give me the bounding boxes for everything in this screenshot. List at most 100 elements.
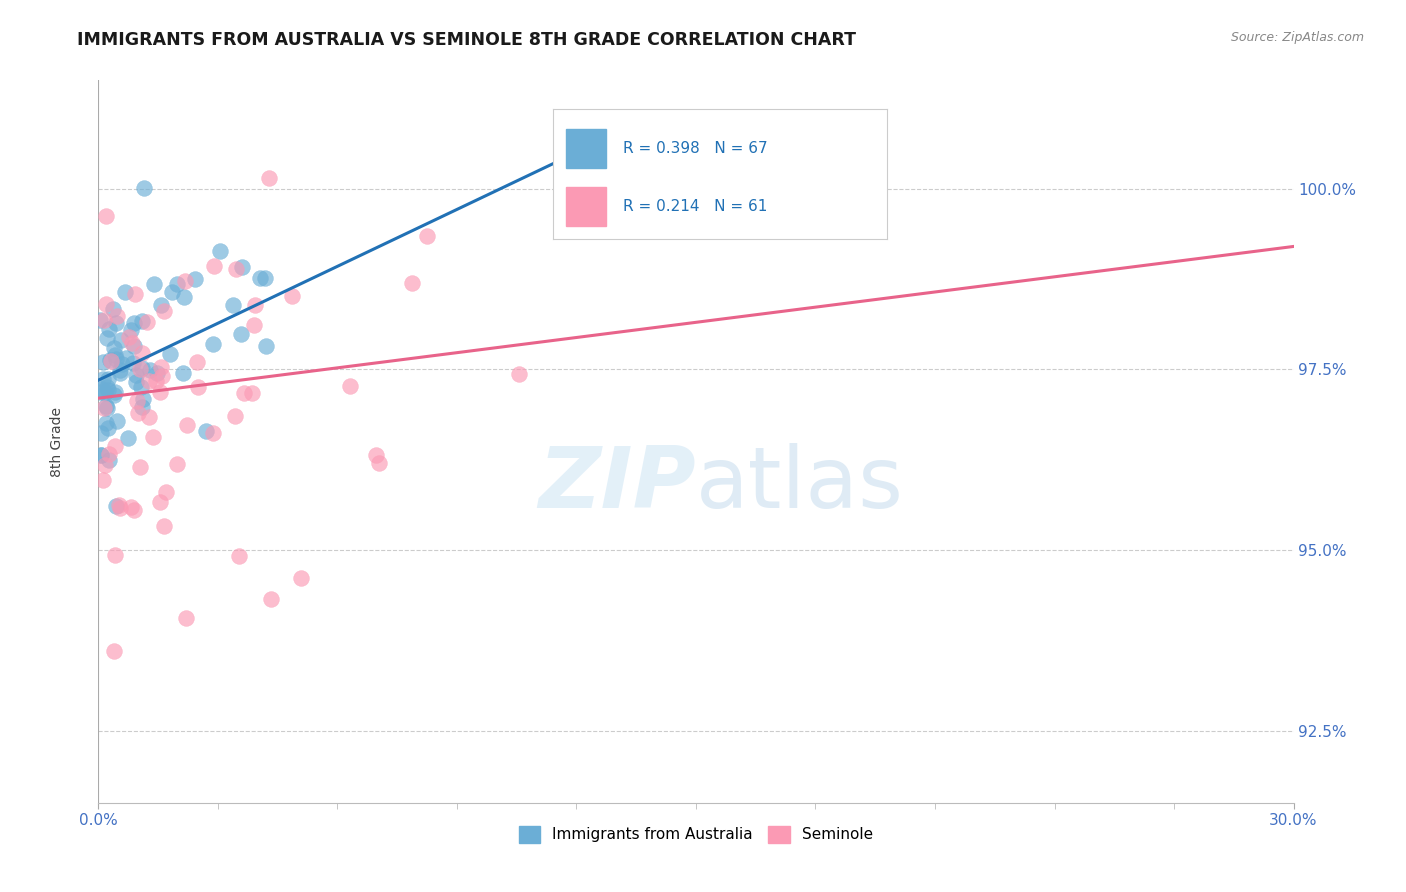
Point <box>142 430 165 444</box>
Point <box>91 372 114 386</box>
Point <box>173 290 195 304</box>
Point <box>254 339 277 353</box>
Point <box>225 262 247 277</box>
Point <box>103 388 125 402</box>
Point <box>105 499 128 513</box>
Point <box>160 285 183 300</box>
Point <box>114 285 136 299</box>
Text: 8th Grade: 8th Grade <box>49 407 63 476</box>
Point <box>150 298 173 312</box>
Point <box>94 416 117 430</box>
Point <box>146 366 169 380</box>
Point <box>172 366 194 380</box>
Text: Source: ZipAtlas.com: Source: ZipAtlas.com <box>1230 31 1364 45</box>
Point <box>128 362 150 376</box>
Point <box>280 289 302 303</box>
Point <box>415 229 437 244</box>
Point <box>94 399 117 413</box>
Point <box>96 331 118 345</box>
Point <box>174 274 197 288</box>
Point <box>122 356 145 370</box>
Point <box>94 209 117 223</box>
Point <box>105 414 128 428</box>
Point <box>166 277 188 291</box>
Point <box>94 297 117 311</box>
Point <box>149 384 172 399</box>
Point <box>98 322 121 336</box>
Point <box>104 351 127 366</box>
Point <box>108 500 131 515</box>
Point <box>100 354 122 368</box>
Point <box>155 484 177 499</box>
Point <box>183 271 205 285</box>
Point <box>108 498 131 512</box>
Point <box>243 298 266 312</box>
Point <box>122 503 145 517</box>
Point <box>104 348 127 362</box>
Point <box>153 519 176 533</box>
Point <box>228 549 250 564</box>
Point <box>138 374 160 388</box>
Point <box>229 326 252 341</box>
Point <box>97 383 120 397</box>
Point <box>89 312 111 326</box>
Point <box>96 380 118 394</box>
Point <box>124 286 146 301</box>
Point <box>96 401 118 415</box>
Text: ZIP: ZIP <box>538 443 696 526</box>
Point <box>104 316 127 330</box>
Point <box>90 426 112 441</box>
Point <box>136 315 159 329</box>
Point <box>110 366 132 380</box>
Point <box>93 401 115 416</box>
Point <box>122 339 145 353</box>
Point <box>93 313 115 327</box>
Point <box>176 417 198 432</box>
Point <box>90 448 112 462</box>
Point <box>152 304 174 318</box>
Point <box>186 354 208 368</box>
Point <box>121 335 143 350</box>
Point <box>131 361 153 376</box>
Point <box>339 378 361 392</box>
Point <box>242 318 264 332</box>
Point <box>117 431 139 445</box>
Point <box>129 459 152 474</box>
Text: atlas: atlas <box>696 443 904 526</box>
Point <box>142 277 165 292</box>
Point <box>115 351 138 365</box>
Point <box>91 473 114 487</box>
Point <box>131 314 153 328</box>
Point <box>139 363 162 377</box>
Point <box>249 271 271 285</box>
Point <box>94 458 117 473</box>
Point <box>125 394 148 409</box>
Point <box>150 368 173 383</box>
Text: IMMIGRANTS FROM AUSTRALIA VS SEMINOLE 8TH GRADE CORRELATION CHART: IMMIGRANTS FROM AUSTRALIA VS SEMINOLE 8T… <box>77 31 856 49</box>
Point <box>97 372 120 386</box>
Point <box>110 333 132 347</box>
Point <box>131 345 153 359</box>
Point <box>98 352 121 367</box>
Point <box>89 385 111 400</box>
Point <box>401 276 423 290</box>
Point <box>120 324 142 338</box>
Point <box>97 447 120 461</box>
Point <box>91 355 114 369</box>
Point <box>240 386 263 401</box>
Point <box>122 316 145 330</box>
Point <box>108 363 131 377</box>
Point <box>195 424 218 438</box>
Point <box>224 409 246 424</box>
Point <box>90 448 112 462</box>
Point <box>221 298 243 312</box>
Point <box>233 385 256 400</box>
Point <box>90 382 112 396</box>
Legend: Immigrants from Australia, Seminole: Immigrants from Australia, Seminole <box>513 820 879 849</box>
Point <box>176 611 198 625</box>
Point <box>149 494 172 508</box>
Point <box>104 439 127 453</box>
Point <box>145 375 167 389</box>
Point <box>125 375 148 389</box>
Point <box>202 425 225 440</box>
